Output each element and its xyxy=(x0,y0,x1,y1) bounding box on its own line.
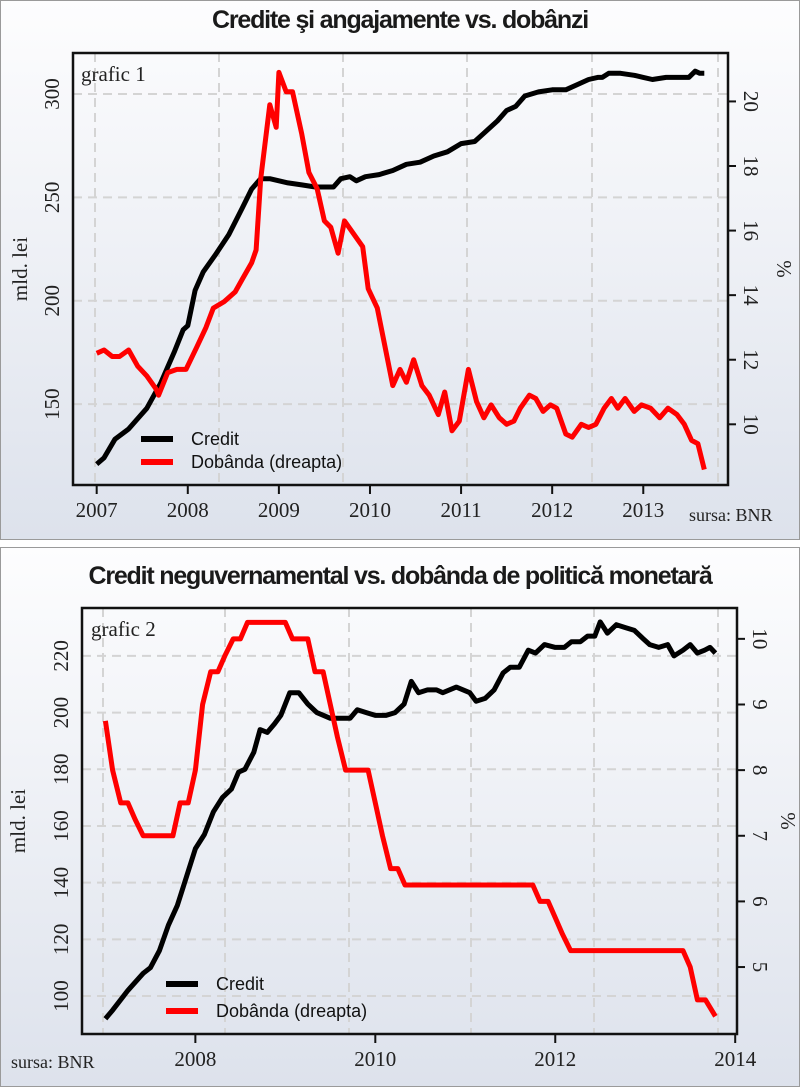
y-tick-label: 160 xyxy=(49,810,73,842)
chart-title: Credite şi angajamente vs. dobânzi xyxy=(212,6,588,34)
plot-frame xyxy=(80,606,739,1036)
chart-panel-1: Credite şi angajamente vs. dobânzi 2007 20… xyxy=(0,0,800,540)
x-tick-label: 2007 xyxy=(76,498,118,522)
series-line-credit xyxy=(103,619,718,1021)
y2-axis-label: % xyxy=(776,812,799,830)
chart-title: Credit neguvernamental vs. dobânda de po… xyxy=(88,562,713,590)
chart-tag: grafic 1 xyxy=(81,62,146,86)
chart-2: Credit neguvernamental vs. dobânda de po… xyxy=(6,562,799,1072)
x-tick-label: 2012 xyxy=(534,1047,576,1071)
y-tick-label: 100 xyxy=(49,980,73,1012)
series-line-dobanda xyxy=(102,619,718,1018)
y2-tick-label: 6 xyxy=(748,896,772,907)
y2-tick-label: 5 xyxy=(748,962,772,973)
chart-panel-2: Credit neguvernamental vs. dobânda de po… xyxy=(0,547,800,1087)
y2-tick-label: 8 xyxy=(748,765,772,776)
source-label: sursa: BNR xyxy=(689,505,773,525)
y2-tick-label: 7 xyxy=(748,831,772,842)
y-tick-label: 200 xyxy=(40,285,64,317)
y2-tick-label: 9 xyxy=(748,699,772,710)
x-tick-label: 2012 xyxy=(531,498,573,522)
y2-tick-label: 12 xyxy=(739,349,763,370)
y2-axis-label: % xyxy=(772,260,796,278)
y2-tick-label: 18 xyxy=(739,156,763,177)
x-tick-label: 2011 xyxy=(440,498,481,522)
y-tick-label: 150 xyxy=(40,388,64,420)
chart-1: Credite şi angajamente vs. dobânzi 2007 20… xyxy=(8,6,796,525)
legend-label: Dobânda (dreapta) xyxy=(191,452,342,472)
chart-tag: grafic 2 xyxy=(91,617,156,641)
series-line-credit xyxy=(95,68,705,467)
y2-tick-label: 20 xyxy=(739,91,763,112)
series-line-dobanda xyxy=(95,69,707,471)
y-axis-label: mld. lei xyxy=(6,789,30,853)
x-tick-label: 2010 xyxy=(354,1047,396,1071)
plot-frame xyxy=(71,51,730,487)
legend-label: Dobânda (dreapta) xyxy=(216,1001,367,1021)
source-label: sursa: BNR xyxy=(11,1052,95,1072)
legend-label: Credit xyxy=(216,974,264,994)
x-tick-label: 2013 xyxy=(622,498,664,522)
y-tick-label: 180 xyxy=(49,754,73,786)
x-tick-label: 2009 xyxy=(258,498,300,522)
y2-tick-label: 14 xyxy=(739,285,763,307)
y-tick-label: 120 xyxy=(49,924,73,956)
x-tick-label: 2008 xyxy=(174,1047,216,1071)
y2-tick-label: 10 xyxy=(748,628,772,649)
y-tick-label: 140 xyxy=(49,867,73,899)
x-tick-label: 2008 xyxy=(167,498,209,522)
y-tick-label: 300 xyxy=(40,78,64,110)
y-axis-label: mld. lei xyxy=(8,237,32,301)
y-tick-label: 200 xyxy=(49,697,73,729)
x-tick-label: 2010 xyxy=(349,498,391,522)
y-tick-label: 220 xyxy=(49,640,73,672)
y2-tick-label: 16 xyxy=(739,220,763,241)
x-tick-label: 2014 xyxy=(714,1047,757,1071)
legend-label: Credit xyxy=(191,429,239,449)
y-tick-label: 250 xyxy=(40,182,64,214)
y2-tick-label: 10 xyxy=(739,414,763,435)
